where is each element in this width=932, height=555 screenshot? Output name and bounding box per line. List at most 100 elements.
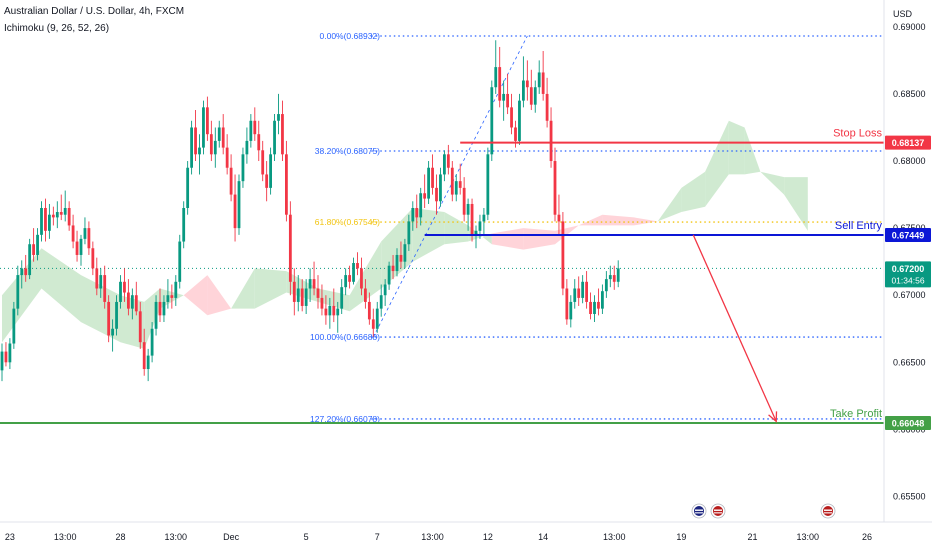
last-price-label: 0.67200 (892, 264, 925, 274)
candle-body (415, 207, 419, 218)
candle-body (59, 212, 63, 215)
candle-body (257, 134, 261, 151)
candle-body (182, 207, 186, 242)
candle-body (277, 114, 280, 121)
event-flag-icon[interactable] (710, 503, 726, 519)
candle-body (506, 93, 509, 108)
candle-body (427, 167, 430, 199)
candle-body (597, 301, 600, 309)
price-tick-label: 0.69000 (893, 22, 926, 32)
ichimoku-cloud-segment (523, 228, 555, 250)
ichimoku-cloud-segment (491, 228, 524, 250)
candle-body (8, 343, 12, 363)
candle-body (44, 207, 47, 231)
level-price-tag (885, 415, 931, 430)
ichimoku-cloud-segment (2, 248, 42, 343)
candle-body (87, 228, 91, 249)
candle-body (502, 93, 506, 101)
candle-body (265, 174, 269, 188)
candle-body (423, 193, 427, 199)
candle-body (217, 127, 221, 141)
candle-body (312, 279, 316, 289)
candle-body (601, 291, 604, 309)
time-tick-label: 23 (5, 532, 15, 542)
candle-body (296, 288, 300, 302)
candle-body (174, 281, 178, 298)
candle-body (107, 301, 111, 336)
ichimoku-cloud-segment (81, 275, 121, 343)
candle-body (612, 275, 616, 282)
candle-body (190, 127, 193, 168)
time-tick-label: 19 (676, 532, 686, 542)
candle-body (375, 308, 379, 329)
level-price-label: 0.66048 (892, 418, 925, 428)
fib-level-label: 38.20%(0.68075) (315, 146, 380, 156)
time-tick-label: 13:00 (603, 532, 626, 542)
candle-body (494, 67, 498, 88)
ichimoku-cloud-segment (784, 177, 808, 231)
candle-body (237, 181, 241, 229)
candle-body (130, 295, 134, 309)
candle-body (304, 288, 308, 306)
time-tick-label: 12 (483, 532, 493, 542)
candle-body (202, 107, 205, 148)
candle-body (292, 281, 296, 302)
candle-body (285, 154, 288, 215)
candle-body (127, 292, 130, 309)
price-tick-label: 0.66500 (893, 357, 926, 367)
candle-body (158, 301, 162, 316)
candle-body (573, 288, 577, 302)
candle-body (533, 87, 537, 105)
candle-body (308, 279, 312, 289)
candle-body (12, 308, 16, 344)
candle-body (589, 301, 592, 315)
candle-body (553, 161, 557, 215)
level-label: Take Profit (830, 408, 882, 420)
candle-body (170, 295, 174, 298)
ichimoku-cloud-segment (681, 171, 706, 212)
candle-body (233, 194, 237, 229)
ichimoku-cloud-segment (744, 127, 761, 175)
candle-body (332, 305, 336, 316)
candle-body (478, 221, 482, 231)
candle-body (525, 80, 529, 88)
time-tick-label: 13:00 (54, 532, 77, 542)
candle-body (206, 107, 209, 135)
candle-body (407, 221, 411, 245)
candle-body (249, 120, 253, 141)
candle-body (75, 241, 79, 255)
candle-body (529, 87, 533, 105)
event-flag-icon[interactable] (691, 503, 707, 519)
event-flag-icon[interactable] (820, 503, 836, 519)
symbol-title: Australian Dollar / U.S. Dollar, 4h, FXC… (4, 6, 185, 17)
candle-body (344, 275, 348, 288)
candle-body (40, 207, 43, 235)
ichimoku-cloud-segment (657, 187, 682, 222)
candle-body (371, 319, 375, 329)
time-tick-label: 28 (115, 532, 125, 542)
candle-body (32, 244, 35, 255)
ichimoku-cloud-segment (231, 268, 255, 309)
ichimoku-cloud-segment (444, 212, 469, 245)
ichimoku-cloud-segment (634, 217, 658, 226)
candle-body (541, 72, 545, 94)
price-tick-label: 0.67000 (893, 290, 926, 300)
bar-countdown-label: 01:34:56 (891, 275, 924, 285)
time-tick-label: 7 (375, 532, 380, 542)
candle-body (48, 214, 51, 231)
candle-body (391, 265, 395, 272)
candle-body (269, 154, 272, 188)
candle-body (51, 214, 55, 218)
currency-label: USD (893, 9, 913, 19)
candle-body (340, 287, 344, 309)
candle-body (300, 288, 304, 306)
ichimoku-cloud-segment (120, 295, 145, 349)
candle-body (209, 134, 213, 155)
candle-body (561, 221, 565, 289)
candle-body (462, 187, 466, 215)
candle-body (348, 275, 351, 282)
candle-body (316, 288, 320, 298)
candle-body (482, 214, 486, 222)
